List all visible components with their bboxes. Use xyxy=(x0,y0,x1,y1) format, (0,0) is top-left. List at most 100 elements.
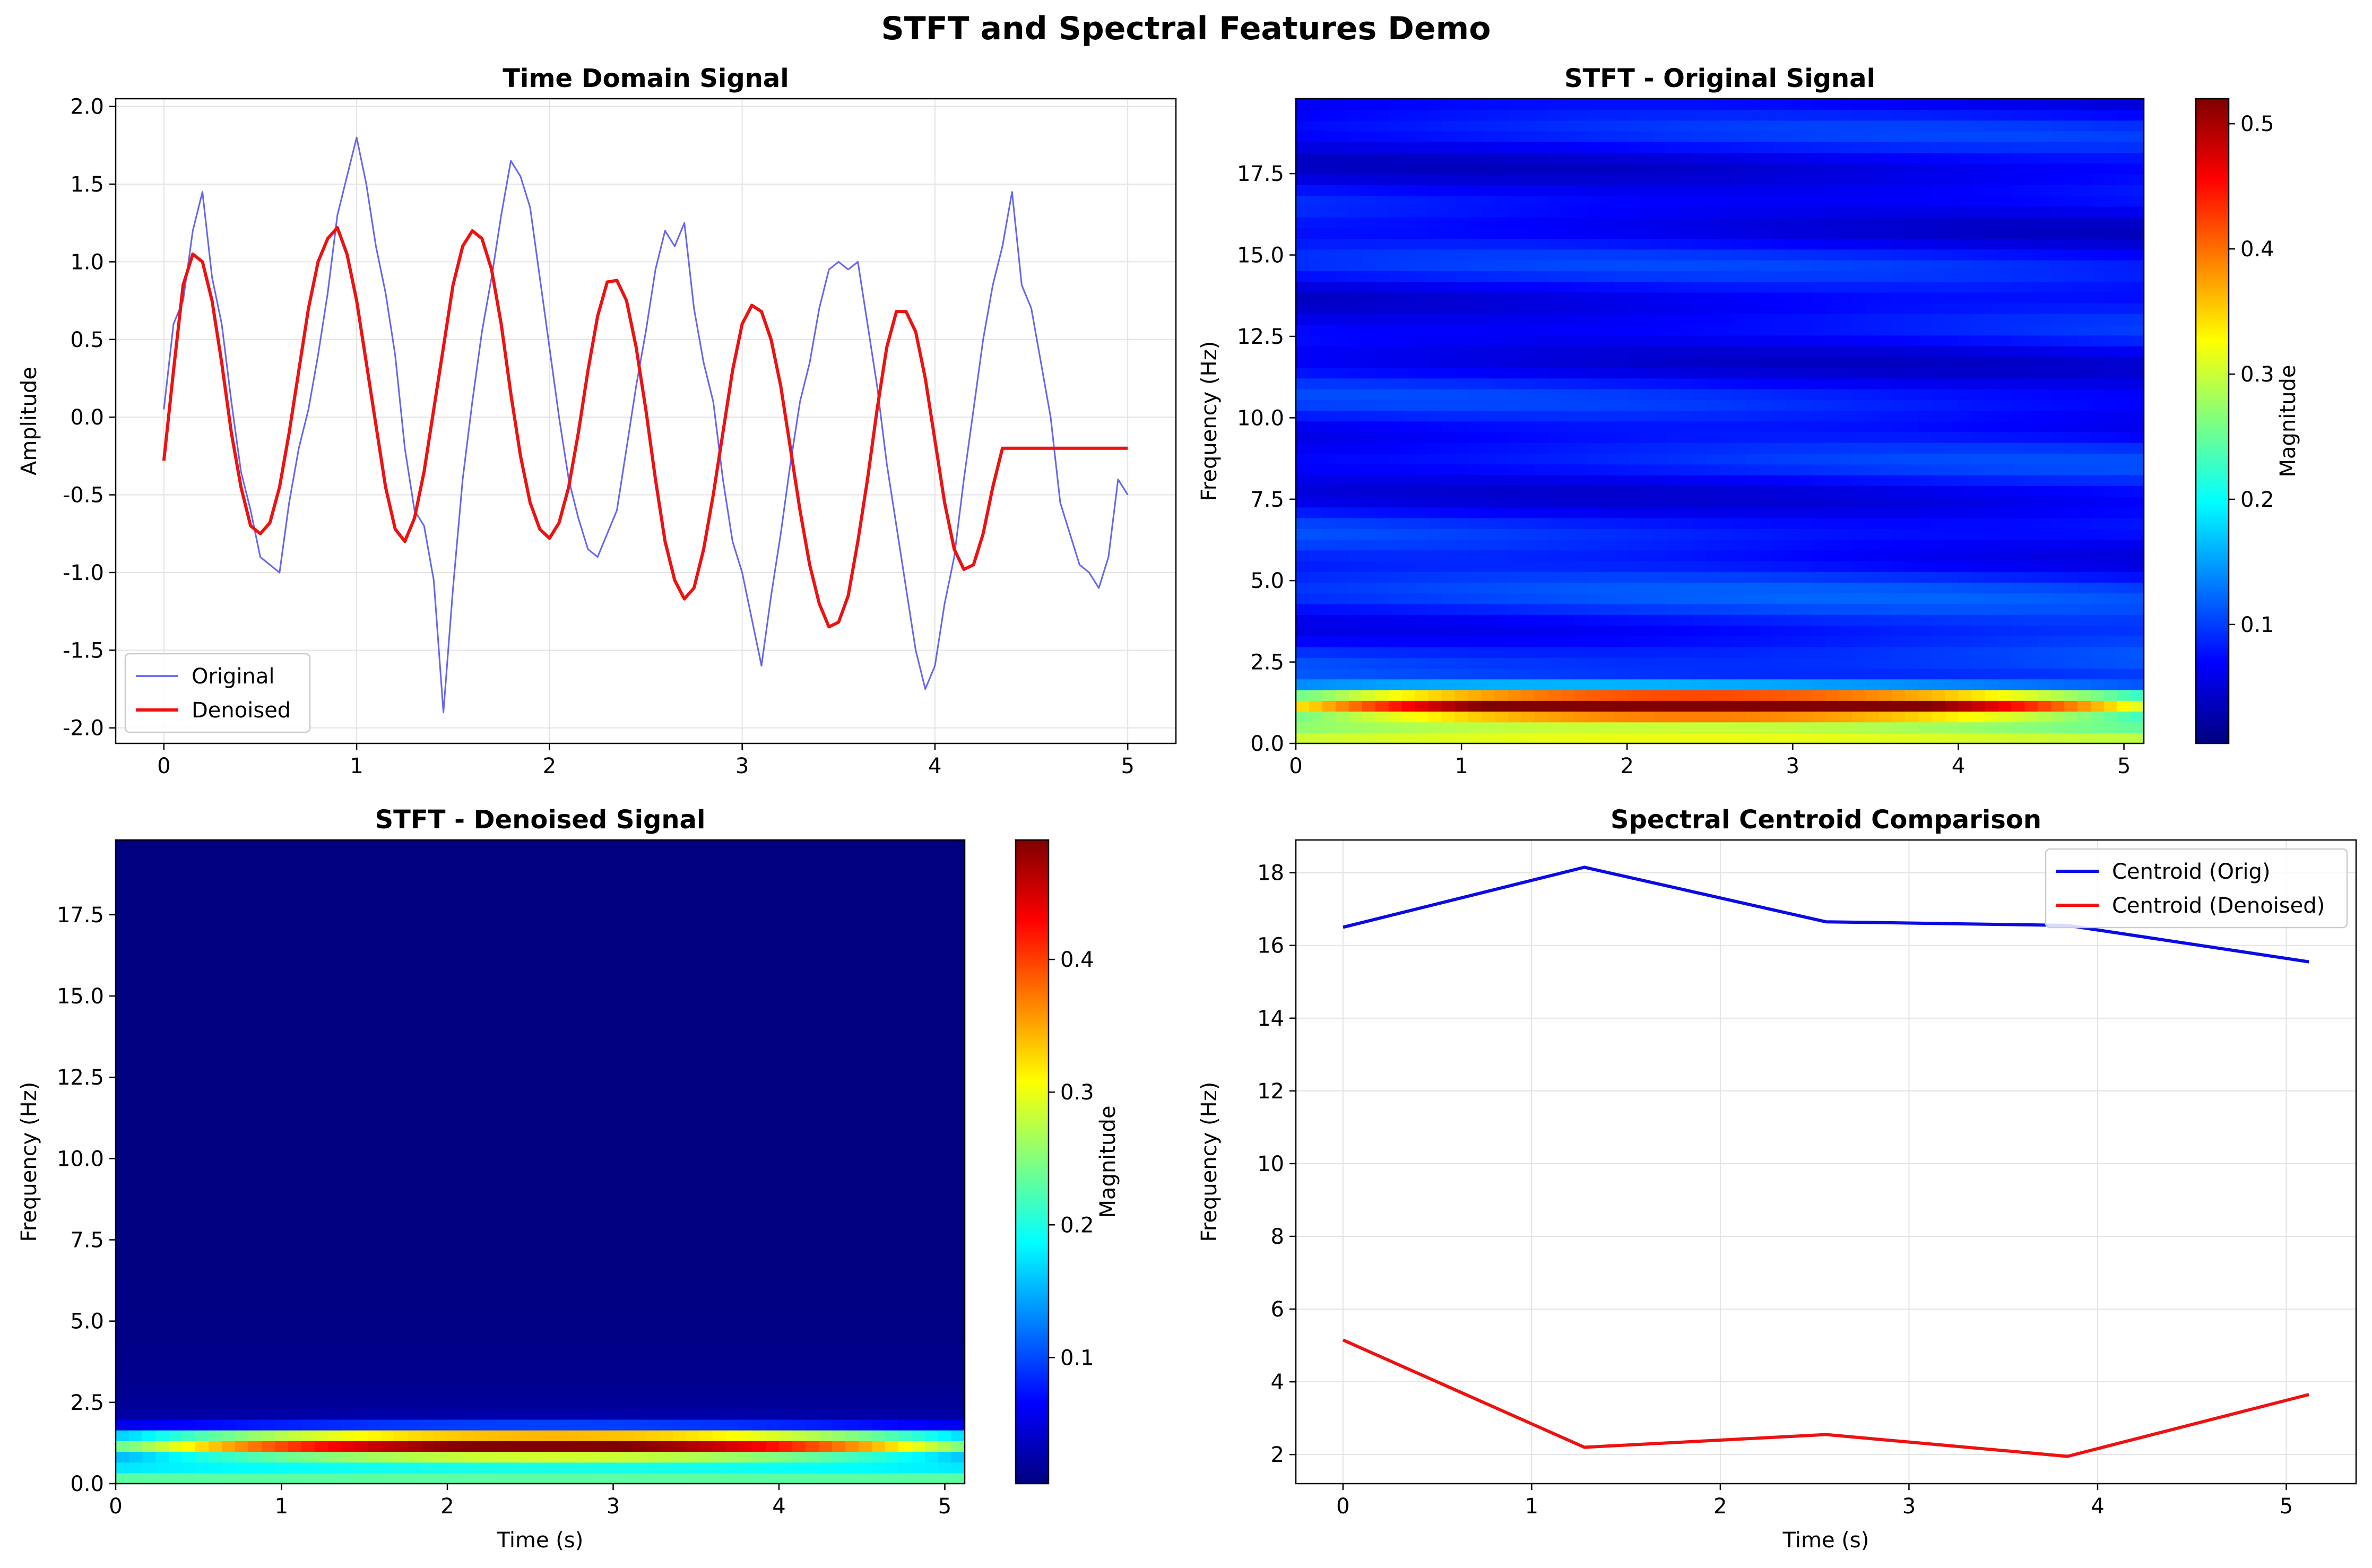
heatmap-cell xyxy=(1428,216,1442,228)
heatmap-cell xyxy=(2011,474,2025,486)
heatmap-cell xyxy=(1348,421,1363,432)
heatmap-cell xyxy=(328,1462,342,1474)
heatmap-cell xyxy=(1455,292,1469,304)
heatmap-cell xyxy=(1786,400,1800,411)
heatmap-cell xyxy=(1985,421,1999,432)
heatmap-cell xyxy=(1799,120,1813,132)
heatmap-cell xyxy=(1508,443,1522,454)
heatmap-cell xyxy=(1799,99,1813,110)
heatmap-cell xyxy=(2091,367,2105,379)
heatmap-cell xyxy=(1335,550,1349,561)
heatmap-cell xyxy=(726,1419,740,1431)
heatmap-cell xyxy=(1627,345,1641,357)
heatmap-cell xyxy=(341,1344,355,1356)
heatmap-cell xyxy=(1375,410,1389,422)
heatmap-cell xyxy=(1839,142,1853,153)
heatmap-cell xyxy=(1905,99,1919,110)
heatmap-cell xyxy=(1322,410,1336,422)
heatmap-cell xyxy=(1296,582,1310,594)
heatmap-cell xyxy=(1521,550,1535,561)
heatmap-cell xyxy=(1428,636,1442,647)
heatmap-cell xyxy=(1587,302,1601,314)
heatmap-cell xyxy=(1892,582,1906,594)
heatmap-cell xyxy=(129,1301,143,1313)
heatmap-cell xyxy=(1918,550,1933,561)
heatmap-cell xyxy=(1547,335,1562,346)
heatmap-cell xyxy=(1839,453,1853,465)
heatmap-cell xyxy=(1733,400,1747,411)
heatmap-cell xyxy=(660,1365,673,1377)
heatmap-cell xyxy=(1958,657,1972,669)
colorbar xyxy=(2195,98,2230,744)
heatmap-cell xyxy=(354,1462,368,1474)
heatmap-cell xyxy=(1362,582,1376,594)
heatmap-cell xyxy=(1375,496,1389,508)
heatmap-cell xyxy=(1825,679,1840,690)
heatmap-cell xyxy=(1945,593,1959,604)
heatmap-cell xyxy=(1945,560,1959,572)
heatmap-cell xyxy=(1905,443,1919,454)
heatmap-cell xyxy=(2011,335,2025,346)
heatmap-cell xyxy=(1958,679,1972,690)
heatmap-cell xyxy=(1455,464,1469,475)
heatmap-cell xyxy=(1932,99,1946,110)
heatmap-cell xyxy=(2077,550,2091,561)
heatmap-cell xyxy=(1878,335,1893,346)
heatmap-cell xyxy=(288,1322,302,1334)
heatmap-cell xyxy=(1680,431,1694,443)
heatmap-cell xyxy=(315,1301,328,1313)
heatmap-cell xyxy=(1455,603,1469,615)
heatmap-cell xyxy=(1494,249,1509,261)
heatmap-cell xyxy=(1561,302,1575,314)
heatmap-cell xyxy=(1865,163,1880,175)
heatmap-cell xyxy=(341,1322,355,1334)
heatmap-cell xyxy=(646,1441,660,1452)
heatmap-cell xyxy=(1574,486,1588,497)
heatmap-cell xyxy=(1441,281,1456,293)
heatmap-cell xyxy=(673,1365,687,1377)
heatmap-cell xyxy=(514,1355,527,1366)
heatmap-cell xyxy=(1878,560,1893,572)
heatmap-cell xyxy=(1865,216,1880,228)
heatmap-cell xyxy=(686,1387,700,1399)
heatmap-cell xyxy=(580,1398,594,1409)
heatmap-cell xyxy=(1693,550,1707,561)
heatmap-cell xyxy=(1759,625,1773,637)
heatmap-cell xyxy=(1825,281,1840,293)
heatmap-cell xyxy=(1428,238,1442,250)
heatmap-cell xyxy=(1494,292,1509,304)
heatmap-cell xyxy=(726,1398,740,1409)
heatmap-cell xyxy=(2104,367,2118,379)
heatmap-cell xyxy=(1455,228,1469,239)
heatmap-cell xyxy=(1574,464,1588,475)
heatmap-cell xyxy=(1640,722,1654,733)
heatmap-cell xyxy=(1945,474,1959,486)
heatmap-cell xyxy=(1759,539,1773,551)
heatmap-cell xyxy=(1627,571,1641,583)
heatmap-cell xyxy=(195,1462,209,1474)
heatmap-cell xyxy=(1375,216,1389,228)
heatmap-cell xyxy=(514,1451,527,1463)
heatmap-cell xyxy=(2011,593,2025,604)
heatmap-cell xyxy=(2038,302,2052,314)
heatmap-cell xyxy=(1839,335,1853,346)
heatmap-cell xyxy=(262,1344,275,1356)
heatmap-cell xyxy=(328,1322,342,1334)
heatmap-cell xyxy=(1468,732,1482,744)
heatmap-cell xyxy=(779,1462,793,1474)
heatmap-cell xyxy=(1839,486,1853,497)
heatmap-cell xyxy=(2064,464,2078,475)
heatmap-cell xyxy=(2064,517,2078,529)
heatmap-cell xyxy=(1812,421,1826,432)
heatmap-cell xyxy=(2051,464,2065,475)
heatmap-cell xyxy=(1375,646,1389,658)
heatmap-cell xyxy=(1786,174,1800,185)
heatmap-cell xyxy=(885,1322,899,1334)
heatmap-cell xyxy=(1627,174,1641,185)
heatmap-cell xyxy=(1521,614,1535,626)
heatmap-cell xyxy=(1415,292,1429,304)
heatmap-cell xyxy=(1825,324,1840,336)
heatmap-cell xyxy=(474,1322,488,1334)
heatmap-cell xyxy=(1401,593,1416,604)
heatmap-cell xyxy=(1865,431,1880,443)
